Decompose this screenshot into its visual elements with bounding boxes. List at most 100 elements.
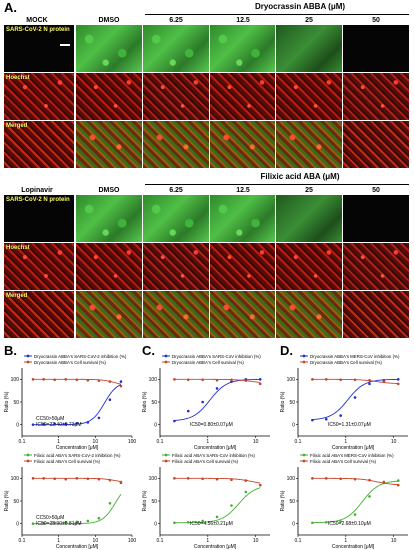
- data-point: [368, 378, 371, 382]
- x-tick-label: 100: [128, 439, 137, 445]
- micrograph-tile: [76, 121, 142, 168]
- x-tick-label: 0.1: [157, 538, 164, 544]
- fit-curve: [312, 480, 399, 524]
- legend-marker: [164, 453, 168, 457]
- y-tick-label: 0: [16, 521, 19, 527]
- data-point: [75, 477, 79, 480]
- block2-col-dmso: DMSO: [98, 187, 120, 194]
- annotation: IC50=25.90±0.81μM: [36, 521, 82, 527]
- x-axis-label: Concentration [μM]: [56, 445, 99, 451]
- data-point: [86, 378, 90, 382]
- legend-marker: [302, 459, 306, 463]
- micrograph-tile: [343, 291, 409, 338]
- y-tick-label: 50: [289, 499, 295, 505]
- data-point: [311, 521, 314, 525]
- fit-curve: [312, 378, 399, 421]
- x-tick-label: 1: [344, 439, 347, 445]
- data-point: [53, 422, 57, 426]
- data-point: [324, 477, 328, 480]
- data-point: [42, 378, 45, 381]
- legend-marker: [26, 354, 30, 358]
- micrograph-tile: [143, 291, 209, 338]
- data-point: [339, 414, 342, 417]
- block2-col-3: 25: [305, 187, 313, 194]
- data-point: [97, 477, 101, 481]
- data-point: [396, 483, 400, 487]
- data-point: [201, 378, 204, 382]
- data-point: [75, 378, 79, 382]
- annotation: IC50=22.40±0.73μM: [36, 422, 82, 428]
- data-point: [258, 382, 262, 386]
- data-point: [396, 382, 400, 386]
- x-tick-label: 1: [57, 439, 60, 445]
- legend-marker: [302, 354, 306, 358]
- x-tick-label: 1: [57, 538, 60, 544]
- data-point: [108, 398, 112, 402]
- data-point: [324, 378, 328, 381]
- x-axis-label: Concentration [μM]: [194, 544, 237, 550]
- y-tick-label: 50: [13, 499, 19, 505]
- x-tick-label: 0.1: [295, 538, 302, 544]
- block1-col-dmso: DMSO: [98, 17, 120, 24]
- legend-marker: [164, 354, 168, 358]
- block2-col-1: 6.25: [169, 187, 183, 194]
- x-axis-label: Concentration [μM]: [332, 544, 375, 550]
- data-point: [215, 515, 219, 519]
- data-point: [258, 378, 262, 381]
- y-axis-label: Ratio (%): [280, 391, 286, 412]
- data-point: [311, 418, 314, 422]
- block1-col-1: 6.25: [169, 17, 183, 24]
- data-point: [230, 380, 233, 383]
- data-point: [201, 400, 204, 404]
- y-tick-label: 100: [287, 377, 296, 383]
- data-point: [173, 419, 176, 423]
- micrograph-tile: [210, 195, 275, 242]
- block1-bracket: [145, 14, 409, 15]
- data-point: [258, 483, 262, 487]
- data-point: [339, 477, 342, 481]
- data-point: [64, 477, 68, 481]
- data-point: [108, 501, 112, 505]
- legend-entry: Filixic acid ABA's SARS-CoV-2 inhibition…: [34, 453, 121, 458]
- legend-marker: [302, 453, 306, 457]
- micrograph-tile: [4, 121, 74, 168]
- legend-entry: Filixic acid ABA's Cell survival (%): [34, 459, 101, 464]
- fit-curve: [174, 378, 261, 421]
- y-tick-label: 0: [154, 521, 157, 527]
- data-point: [368, 495, 371, 498]
- x-tick-label: 0.1: [19, 439, 26, 445]
- x-tick-label: 1: [206, 538, 209, 544]
- y-tick-label: 0: [154, 422, 157, 428]
- micrograph-tile: [343, 195, 409, 242]
- data-point: [173, 521, 176, 525]
- x-axis-label: Concentration [μM]: [332, 445, 375, 451]
- data-point: [311, 477, 314, 480]
- data-point: [215, 477, 219, 481]
- micrograph-tile: [143, 195, 209, 242]
- legend-marker: [26, 453, 30, 457]
- data-point: [86, 519, 90, 523]
- data-point: [339, 520, 342, 523]
- annotation: IC50=4.56±0.21μM: [190, 521, 233, 527]
- data-point: [396, 479, 400, 482]
- data-point: [244, 379, 248, 382]
- data-point: [244, 479, 248, 482]
- micrograph-tile: [4, 243, 74, 290]
- panel-a-label: A.: [4, 0, 17, 15]
- data-point: [353, 513, 357, 516]
- y-axis-label: Ratio (%): [4, 490, 10, 511]
- micrograph-tile: [4, 73, 74, 120]
- micrograph-tile: [276, 73, 342, 120]
- data-point: [119, 481, 123, 485]
- micrograph-tile: [343, 73, 409, 120]
- data-point: [324, 521, 328, 524]
- data-point: [173, 378, 176, 381]
- micrograph-tile: [343, 243, 409, 290]
- legend-entry: Dryocrassin ABBA's Cell survival (%): [172, 360, 244, 365]
- x-tick-label: 10: [253, 538, 259, 544]
- scale-bar: [60, 44, 70, 46]
- data-point: [31, 522, 35, 525]
- legend-entry: Filixic acid ABA's MERS-CoV inhibition (…: [310, 453, 394, 458]
- annotation: CC50>50μM: [36, 416, 64, 422]
- x-tick-label: 0.1: [19, 538, 26, 544]
